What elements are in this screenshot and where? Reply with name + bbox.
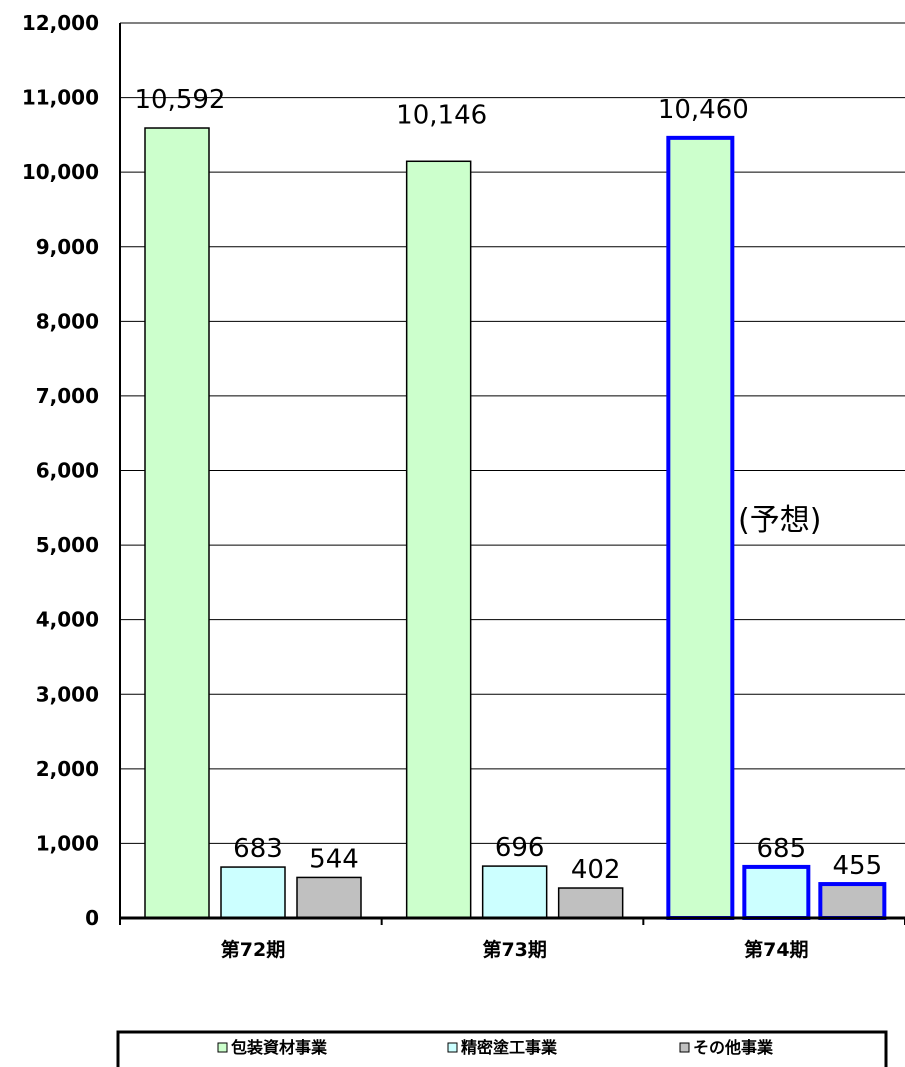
- y-axis-ticks: 0 1,000 2,000 3,000 4,000 5,000 6,000 7,000 8,00…: [22, 11, 99, 930]
- legend-swatch-other: [679, 1042, 690, 1053]
- bar-packaging-3: [666, 135, 735, 920]
- y-tick-label: 12,000: [22, 11, 99, 35]
- data-label-precision-coating-1: 683: [233, 834, 283, 864]
- axes: [119, 23, 905, 925]
- y-tick-label: 6,000: [36, 459, 99, 483]
- y-tick-label: 10,000: [22, 160, 99, 184]
- legend-swatch-packaging: [217, 1042, 228, 1053]
- data-label-packaging-2: 10,146: [396, 100, 487, 130]
- legend-label-packaging: 包装資材事業: [231, 1038, 328, 1057]
- bars: [144, 127, 887, 920]
- bar-packaging-2: [405, 160, 472, 919]
- legend-label-other: その他事業: [693, 1038, 774, 1057]
- y-tick-label: 0: [85, 906, 99, 930]
- y-tick-label: 9,000: [36, 235, 99, 259]
- data-label-packaging-1: 10,592: [135, 85, 226, 115]
- x-axis-categories: 第72期 第73期 第74期: [221, 938, 809, 961]
- bar-other-2: [557, 887, 624, 919]
- bar-precision-coating-3: [742, 864, 811, 920]
- y-tick-label: 3,000: [36, 682, 99, 706]
- data-label-other-2: 402: [571, 855, 621, 885]
- legend-swatch-precision-coating: [447, 1042, 458, 1053]
- bar-precision-coating-2: [481, 865, 548, 919]
- data-labels: 10,592 683 544 10,146 696 402 10,460 685 455: [135, 85, 883, 885]
- category-label-2: 第73期: [482, 938, 546, 961]
- category-label-3: 第74期: [744, 938, 808, 961]
- legend: 包装資材事業 精密塗工事業 その他事業: [116, 1030, 888, 1067]
- y-tick-label: 1,000: [36, 831, 99, 855]
- forecast-annotation: (予想): [738, 503, 821, 538]
- data-label-precision-coating-2: 696: [495, 833, 545, 863]
- y-tick-label: 5,000: [36, 533, 99, 557]
- data-label-precision-coating-3: 685: [757, 834, 807, 864]
- y-tick-label: 7,000: [36, 384, 99, 408]
- gridlines: [120, 22, 905, 844]
- bar-precision-coating-1: [220, 866, 286, 919]
- data-label-other-3: 455: [833, 851, 883, 881]
- y-tick-label: 4,000: [36, 608, 99, 632]
- y-tick-label: 11,000: [22, 86, 99, 110]
- legend-box: [116, 1030, 888, 1067]
- data-label-packaging-3: 10,460: [658, 95, 749, 125]
- y-tick-label: 2,000: [36, 757, 99, 781]
- data-label-other-1: 544: [309, 844, 359, 874]
- legend-label-precision-coating: 精密塗工事業: [461, 1038, 558, 1057]
- bar-packaging-1: [144, 127, 210, 919]
- bar-other-1: [296, 876, 362, 919]
- y-tick-label: 8,000: [36, 309, 99, 333]
- category-label-1: 第72期: [221, 938, 285, 961]
- bar-other-3: [818, 882, 887, 920]
